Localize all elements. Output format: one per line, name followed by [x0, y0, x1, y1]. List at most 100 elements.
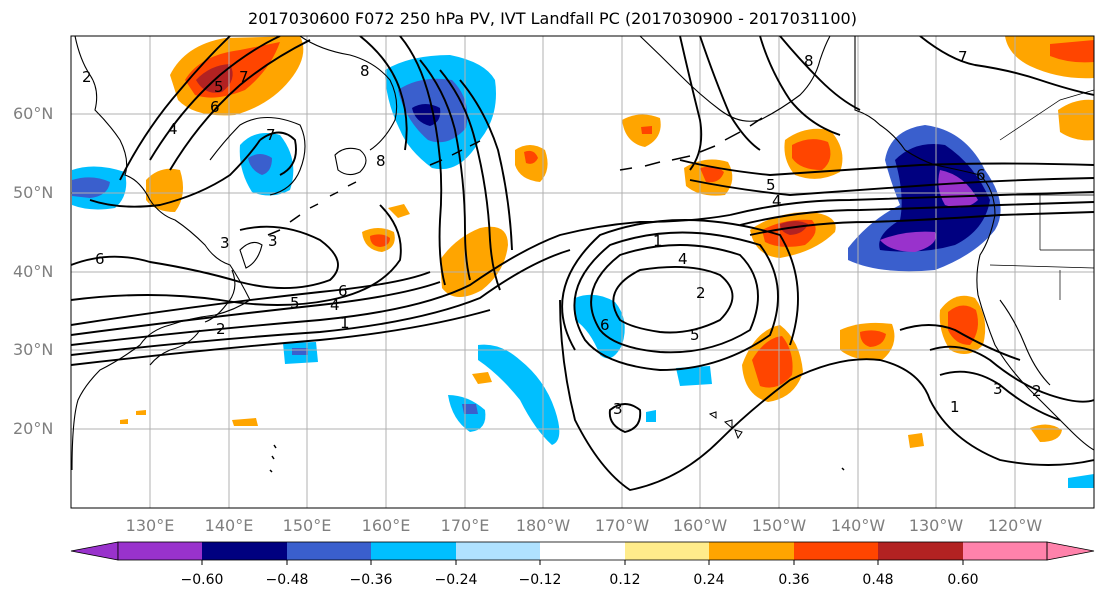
pv-anom-region [248, 154, 272, 175]
pv-anom-region [641, 126, 652, 134]
colorbar-frame [117, 541, 1048, 561]
lon-label: 170°W [594, 516, 650, 535]
contour-label: 3 [268, 232, 278, 250]
contour-label: 6 [600, 316, 610, 334]
colorbar-tick-label: −0.12 [518, 572, 562, 588]
contour-label: 8 [360, 62, 370, 80]
colorbar-segment [118, 542, 202, 560]
lon-label: 150°W [751, 516, 807, 535]
contour-label: 2 [696, 284, 706, 302]
contour-label: 5 [290, 294, 300, 312]
colorbar-segment [625, 542, 709, 560]
contour-label: 7 [958, 48, 968, 66]
colorbar-segment [287, 542, 371, 560]
lon-label: 160°W [672, 516, 728, 535]
pv-anom-region [120, 419, 128, 424]
contour-label: 8 [804, 52, 814, 70]
pv-anom-region [462, 404, 478, 414]
colorbar [70, 541, 1095, 565]
pv-anom-region [676, 366, 712, 386]
pv-anom-region [908, 433, 924, 448]
pv-anom-region [478, 344, 560, 445]
lon-label: 150°E [282, 516, 332, 535]
pv-anom-region [880, 231, 936, 252]
pv-anom-region [700, 166, 724, 183]
contour-label: 3 [220, 234, 230, 252]
pv-anom-region [860, 330, 886, 347]
contour-label: 4 [330, 296, 340, 314]
contour-label: 2 [216, 320, 226, 338]
pv-anom-region [792, 139, 831, 170]
lat-label: 30°N [13, 340, 54, 359]
colorbar-tick-label: −0.48 [265, 572, 309, 588]
contour-label: 4 [678, 250, 688, 268]
colorbar-segment [371, 542, 456, 560]
colorbar-tick-label: −0.24 [434, 572, 478, 588]
pv-anom-region [472, 372, 492, 384]
colorbar-segment [878, 542, 963, 560]
colorbar-segment [794, 542, 878, 560]
colorbar-segment [709, 542, 794, 560]
contour-labels: 2 4 6 7 8 8 8 7 7 5 6 5 4 1 4 6 5 3 3 2 … [82, 48, 1042, 418]
colorbar-tick-label: 0.24 [693, 572, 725, 588]
contour-label: 2 [1032, 382, 1042, 400]
map-title: 2017030600 F072 250 hPa PV, IVT Landfall… [248, 9, 857, 28]
pv-anom-region [1068, 474, 1094, 488]
pv-anom-region [524, 150, 538, 164]
contour-label: 1 [653, 232, 663, 250]
lon-label: 180°W [515, 516, 571, 535]
contour-label: 1 [950, 398, 960, 416]
pv-anom-region [292, 348, 308, 355]
lat-label: 40°N [13, 262, 54, 281]
colorbar-segment [540, 542, 625, 560]
lon-label: 130°W [908, 516, 964, 535]
colorbar-tick-label: 0.36 [778, 572, 810, 588]
pv-anom-region [1050, 40, 1094, 63]
contour-label: 6 [338, 282, 348, 300]
contour-label: 3 [613, 400, 623, 418]
pv-anom-region [232, 418, 258, 426]
pv-anom-region [938, 170, 978, 208]
contour-label: 5 [766, 176, 776, 194]
lat-label: 20°N [13, 419, 54, 438]
pv-anom-region [388, 204, 410, 218]
contour-label: 4 [168, 120, 178, 138]
lon-label: 140°E [204, 516, 254, 535]
contour-label: 7 [266, 126, 276, 144]
contour-label: 1 [340, 314, 350, 332]
pv-anom-region [646, 410, 656, 422]
contour-label: 6 [976, 166, 986, 184]
contour-label: 2 [82, 68, 92, 86]
lat-label: 50°N [13, 183, 54, 202]
colorbar-tick-label: 0.12 [609, 572, 641, 588]
colorbar-tick-label: −0.60 [180, 572, 224, 588]
colorbar-segment [456, 542, 540, 560]
colorbar-min-extension [70, 541, 119, 561]
contour-label: 5 [690, 326, 700, 344]
contour-label: 6 [210, 98, 220, 116]
pv-anom-region [136, 410, 146, 415]
contour-label: 8 [376, 152, 386, 170]
colorbar-segment [202, 542, 287, 560]
pv-anom-region [622, 114, 661, 147]
contour-label: 6 [95, 250, 105, 268]
contour-label: 4 [772, 192, 782, 210]
pv-anom-region [370, 234, 390, 247]
graticule [71, 36, 1094, 508]
pv-shading-layer [72, 36, 1094, 488]
lon-label: 120°W [987, 516, 1043, 535]
pv-anom-region [752, 336, 793, 388]
contour-label: 7 [239, 68, 249, 86]
colorbar-max-extension [1046, 541, 1095, 561]
colorbar-tick-label: 0.48 [862, 572, 894, 588]
colorbar-tick-label: −0.36 [349, 572, 393, 588]
colorbar-segment [963, 542, 1047, 560]
colorbar-tick-label: 0.60 [947, 572, 979, 588]
lon-label: 140°W [830, 516, 886, 535]
coastlines [71, 36, 1094, 473]
contour-label: 3 [993, 380, 1003, 398]
contour-label: 5 [214, 78, 224, 96]
pv-anom-region [575, 294, 625, 359]
pv-anom-region [948, 305, 978, 345]
